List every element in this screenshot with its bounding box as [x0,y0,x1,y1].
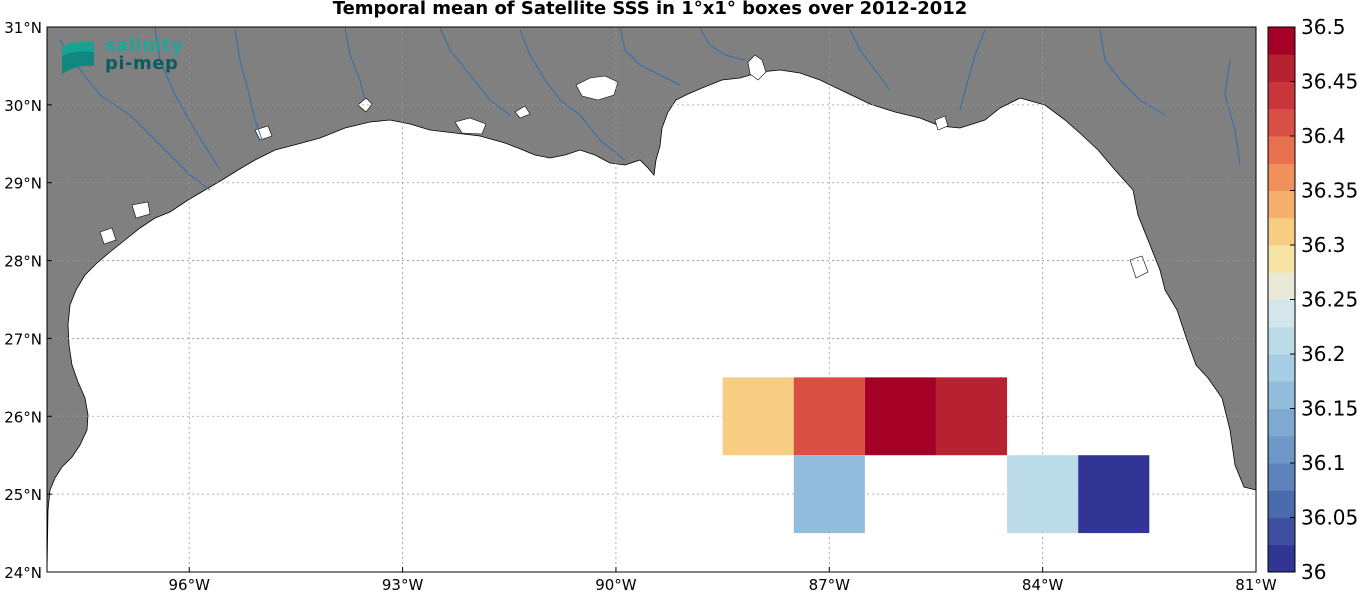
colorbar-segment-18 [1268,54,1295,82]
lon-tick-label-4: 84°W [1022,576,1064,594]
lat-tick-label-7: 31°N [4,19,42,37]
colorbar-label-3: 36.15 [1301,397,1357,421]
bay-lake-6 [99,227,117,245]
colorbar-segment-11 [1268,245,1295,273]
sss-cell-5 [1007,455,1079,534]
colorbar-label-0: 36 [1301,560,1326,584]
river-6 [519,29,626,161]
colorbar-segment-7 [1268,354,1295,382]
river-4 [344,27,366,101]
colorbar-segment-2 [1268,490,1295,518]
river-7 [619,27,681,86]
lat-tick-label-2: 26°N [4,408,42,426]
lat-tick-label-0: 24°N [4,564,42,582]
lon-tick-label-0: 96°W [169,576,211,594]
colorbar-segment-17 [1268,81,1295,110]
colorbar-label-6: 36.3 [1301,233,1346,257]
bay-lake-2 [454,117,487,135]
colorbar-label-7: 36.35 [1301,179,1357,203]
lon-tick-label-3: 87°W [809,576,851,594]
colorbar-segment-8 [1268,326,1295,355]
sss-cell-0 [722,377,794,456]
map-title: Temporal mean of Satellite SSS in 1°x1° … [332,0,968,19]
bay-lake-3 [254,125,273,141]
river-8 [699,27,746,61]
river-12 [1224,59,1241,166]
sss-cell-4 [793,455,865,534]
map-frame [46,26,1257,573]
colorbar-segment-19 [1268,27,1295,55]
lon-tick-label-5: 81°W [1235,576,1277,594]
colorbar-segment-16 [1268,108,1295,137]
colorbar-label-8: 36.4 [1301,124,1346,148]
lon-tick-label-2: 90°W [595,576,637,594]
river-9 [849,29,891,91]
bay-lake-5 [131,201,151,219]
lat-tick-label-5: 29°N [4,175,42,193]
lat-tick-label-6: 30°N [4,97,42,115]
sss-cell-2 [864,377,936,456]
river-1 [59,39,211,191]
logo-mark-icon [62,41,94,74]
colorbar-segment-12 [1268,217,1295,246]
colorbar-label-4: 36.2 [1301,342,1346,366]
colorbar-label-9: 36.45 [1301,70,1357,94]
colorbar-segment-0 [1268,544,1295,573]
colorbar-label-5: 36.25 [1301,288,1357,312]
river-2 [154,27,221,171]
colorbar-segment-6 [1268,381,1295,409]
longitude-labels: 96°W 93°W 90°W 87°W 84°W 81°W [169,567,1277,594]
bay-lake-8 [934,115,949,131]
colorbar-label-1: 36.05 [1301,506,1357,530]
bay-lake-4 [514,105,531,119]
sss-cell-3 [935,377,1008,456]
colorbar-segment-14 [1268,163,1295,191]
logo-text-salinity: salinity [105,35,184,56]
colorbar-label-10: 36.5 [1301,15,1346,39]
sss-cell-1 [793,377,865,456]
lat-tick-label-4: 28°N [4,253,42,271]
colorbar: 36 36.05 36.1 36.15 36.2 36.25 36.3 36.35 36.4 36… [1267,15,1357,584]
salinity-pimep-logo: salinity pi-mep [58,34,188,82]
sss-cells [722,377,1150,534]
colorbar-label-2: 36.1 [1301,451,1346,475]
river-3 [234,29,263,141]
colorbar-segment-3 [1268,463,1295,491]
lon-tick-label-1: 93°W [382,576,424,594]
river-5 [439,27,511,116]
bay-lake-1 [357,97,373,113]
lat-tick-label-1: 25°N [4,486,42,504]
logo-text-pimep: pi-mep [105,53,179,74]
colorbar-segment-13 [1268,190,1295,219]
land-mass [47,27,1256,572]
latitude-labels: 24°N 25°N 26°N 27°N 28°N 29°N 30°N 31°N [4,19,52,582]
mobile-bay [747,54,767,81]
colorbar-segment-1 [1268,517,1295,546]
sss-cell-6 [1078,455,1150,534]
colorbar-segment-10 [1268,272,1295,300]
colorbar-segment-9 [1268,299,1295,328]
colorbar-segment-15 [1268,136,1295,164]
rivers [59,27,1241,191]
bay-lake-7 [1129,255,1149,279]
colorbar-segment-4 [1268,435,1295,464]
lat-tick-label-3: 27°N [4,330,42,348]
river-10 [959,29,986,111]
colorbar-segment-5 [1268,408,1295,437]
